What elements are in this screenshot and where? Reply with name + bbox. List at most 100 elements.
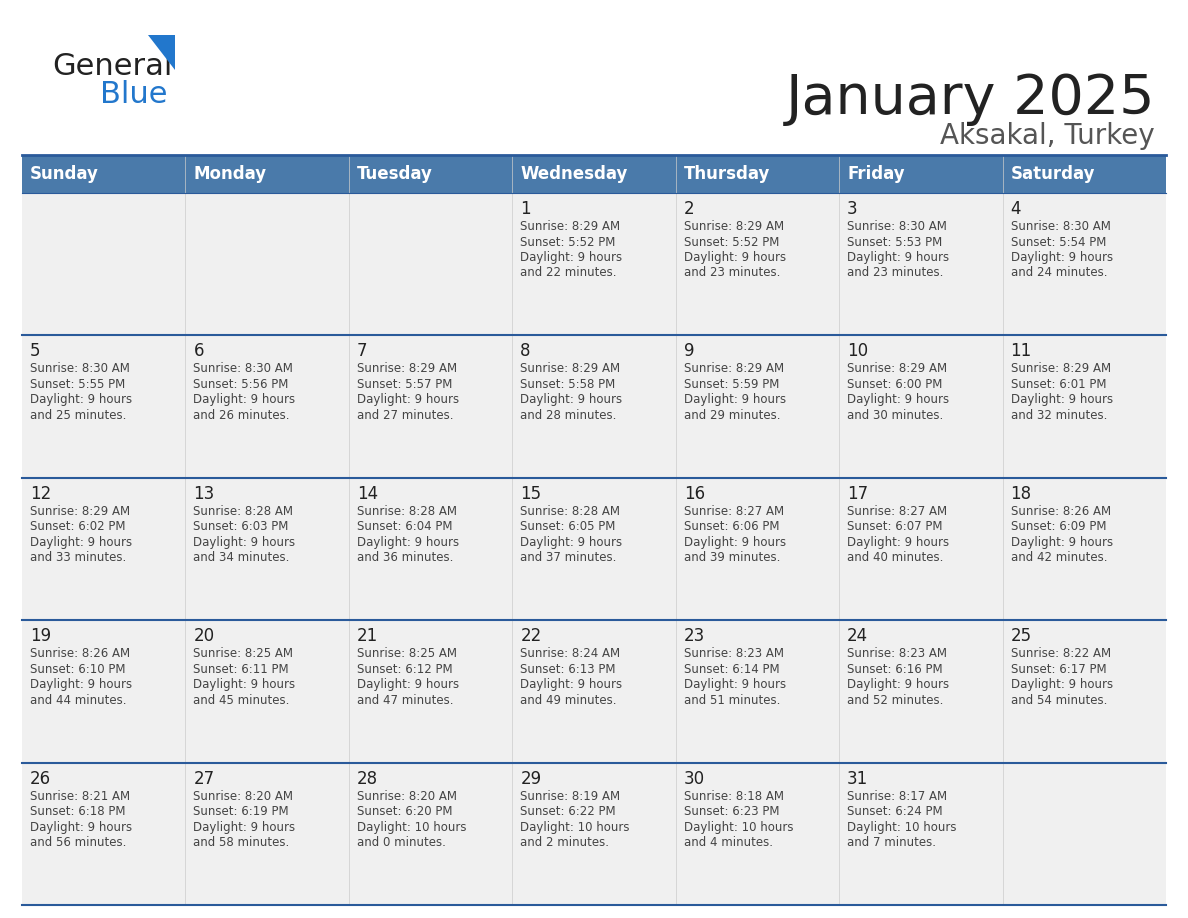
Text: Sunrise: 8:29 AM: Sunrise: 8:29 AM <box>30 505 131 518</box>
Text: Sunrise: 8:29 AM: Sunrise: 8:29 AM <box>684 363 784 375</box>
Text: 25: 25 <box>1011 627 1031 645</box>
Text: Sunset: 6:20 PM: Sunset: 6:20 PM <box>356 805 453 818</box>
Text: and 27 minutes.: and 27 minutes. <box>356 409 454 422</box>
Text: Sunrise: 8:23 AM: Sunrise: 8:23 AM <box>684 647 784 660</box>
Text: Sunrise: 8:28 AM: Sunrise: 8:28 AM <box>356 505 457 518</box>
Text: and 23 minutes.: and 23 minutes. <box>684 266 781 279</box>
Text: Daylight: 9 hours: Daylight: 9 hours <box>520 536 623 549</box>
Text: Sunset: 6:03 PM: Sunset: 6:03 PM <box>194 521 289 533</box>
Text: and 56 minutes.: and 56 minutes. <box>30 836 126 849</box>
Text: Sunrise: 8:23 AM: Sunrise: 8:23 AM <box>847 647 947 660</box>
Text: Sunrise: 8:29 AM: Sunrise: 8:29 AM <box>1011 363 1111 375</box>
Text: Sunrise: 8:28 AM: Sunrise: 8:28 AM <box>520 505 620 518</box>
Text: Sunrise: 8:25 AM: Sunrise: 8:25 AM <box>194 647 293 660</box>
Text: Daylight: 9 hours: Daylight: 9 hours <box>30 536 132 549</box>
Text: Sunrise: 8:19 AM: Sunrise: 8:19 AM <box>520 789 620 802</box>
Text: Sunrise: 8:28 AM: Sunrise: 8:28 AM <box>194 505 293 518</box>
Text: Daylight: 9 hours: Daylight: 9 hours <box>30 821 132 834</box>
Text: Sunset: 6:12 PM: Sunset: 6:12 PM <box>356 663 453 676</box>
Text: Aksakal, Turkey: Aksakal, Turkey <box>941 122 1155 150</box>
Text: 14: 14 <box>356 485 378 503</box>
Text: 7: 7 <box>356 342 367 361</box>
Text: 16: 16 <box>684 485 704 503</box>
Text: and 23 minutes.: and 23 minutes. <box>847 266 943 279</box>
Text: Daylight: 10 hours: Daylight: 10 hours <box>684 821 794 834</box>
Text: 1: 1 <box>520 200 531 218</box>
Text: Sunrise: 8:27 AM: Sunrise: 8:27 AM <box>847 505 947 518</box>
Text: Daylight: 9 hours: Daylight: 9 hours <box>194 536 296 549</box>
Text: Daylight: 9 hours: Daylight: 9 hours <box>356 678 459 691</box>
Bar <box>23 763 1165 905</box>
Text: General: General <box>52 52 172 81</box>
Text: and 7 minutes.: and 7 minutes. <box>847 836 936 849</box>
Text: 6: 6 <box>194 342 204 361</box>
Text: Sunrise: 8:20 AM: Sunrise: 8:20 AM <box>356 789 457 802</box>
Text: 26: 26 <box>30 769 51 788</box>
Text: 30: 30 <box>684 769 704 788</box>
Text: Daylight: 9 hours: Daylight: 9 hours <box>194 821 296 834</box>
Text: Blue: Blue <box>100 80 168 109</box>
Text: 15: 15 <box>520 485 542 503</box>
Text: Daylight: 9 hours: Daylight: 9 hours <box>1011 536 1113 549</box>
Text: 20: 20 <box>194 627 215 645</box>
Text: 11: 11 <box>1011 342 1032 361</box>
Text: Sunset: 5:57 PM: Sunset: 5:57 PM <box>356 378 453 391</box>
Text: Sunset: 6:02 PM: Sunset: 6:02 PM <box>30 521 126 533</box>
Text: and 2 minutes.: and 2 minutes. <box>520 836 609 849</box>
Text: January 2025: January 2025 <box>785 72 1155 126</box>
Text: Sunset: 5:55 PM: Sunset: 5:55 PM <box>30 378 125 391</box>
Text: Sunset: 6:00 PM: Sunset: 6:00 PM <box>847 378 942 391</box>
Text: and 54 minutes.: and 54 minutes. <box>1011 694 1107 707</box>
Text: Daylight: 9 hours: Daylight: 9 hours <box>684 394 785 407</box>
Text: Sunrise: 8:18 AM: Sunrise: 8:18 AM <box>684 789 784 802</box>
Text: 4: 4 <box>1011 200 1020 218</box>
Text: and 34 minutes.: and 34 minutes. <box>194 552 290 565</box>
Text: and 22 minutes.: and 22 minutes. <box>520 266 617 279</box>
Text: and 30 minutes.: and 30 minutes. <box>847 409 943 422</box>
Text: and 44 minutes.: and 44 minutes. <box>30 694 126 707</box>
Text: Sunset: 5:56 PM: Sunset: 5:56 PM <box>194 378 289 391</box>
Text: 29: 29 <box>520 769 542 788</box>
Bar <box>23 193 1165 335</box>
Text: Monday: Monday <box>194 165 266 183</box>
Text: Daylight: 10 hours: Daylight: 10 hours <box>520 821 630 834</box>
Text: and 47 minutes.: and 47 minutes. <box>356 694 454 707</box>
Text: Daylight: 9 hours: Daylight: 9 hours <box>847 678 949 691</box>
Text: Daylight: 9 hours: Daylight: 9 hours <box>356 394 459 407</box>
Text: and 49 minutes.: and 49 minutes. <box>520 694 617 707</box>
Text: and 25 minutes.: and 25 minutes. <box>30 409 126 422</box>
Text: and 33 minutes.: and 33 minutes. <box>30 552 126 565</box>
Text: Daylight: 9 hours: Daylight: 9 hours <box>1011 678 1113 691</box>
Text: Sunset: 6:07 PM: Sunset: 6:07 PM <box>847 521 942 533</box>
Text: 5: 5 <box>30 342 40 361</box>
Text: and 36 minutes.: and 36 minutes. <box>356 552 454 565</box>
Text: Sunset: 6:06 PM: Sunset: 6:06 PM <box>684 521 779 533</box>
Text: Sunset: 6:11 PM: Sunset: 6:11 PM <box>194 663 289 676</box>
Text: Sunset: 6:24 PM: Sunset: 6:24 PM <box>847 805 943 818</box>
Text: and 26 minutes.: and 26 minutes. <box>194 409 290 422</box>
Text: Daylight: 9 hours: Daylight: 9 hours <box>356 536 459 549</box>
Text: and 39 minutes.: and 39 minutes. <box>684 552 781 565</box>
Text: and 32 minutes.: and 32 minutes. <box>1011 409 1107 422</box>
Text: 19: 19 <box>30 627 51 645</box>
Text: Sunrise: 8:24 AM: Sunrise: 8:24 AM <box>520 647 620 660</box>
Bar <box>23 477 1165 621</box>
Bar <box>23 621 1165 763</box>
Text: Sunset: 6:13 PM: Sunset: 6:13 PM <box>520 663 615 676</box>
Text: Sunset: 6:18 PM: Sunset: 6:18 PM <box>30 805 126 818</box>
Text: Sunset: 6:22 PM: Sunset: 6:22 PM <box>520 805 615 818</box>
Text: and 40 minutes.: and 40 minutes. <box>847 552 943 565</box>
Text: and 45 minutes.: and 45 minutes. <box>194 694 290 707</box>
Text: Daylight: 9 hours: Daylight: 9 hours <box>684 536 785 549</box>
Text: 23: 23 <box>684 627 704 645</box>
Text: Daylight: 9 hours: Daylight: 9 hours <box>1011 394 1113 407</box>
Text: Sunset: 6:23 PM: Sunset: 6:23 PM <box>684 805 779 818</box>
Text: Daylight: 9 hours: Daylight: 9 hours <box>684 251 785 264</box>
Text: Sunrise: 8:21 AM: Sunrise: 8:21 AM <box>30 789 131 802</box>
Text: Sunrise: 8:30 AM: Sunrise: 8:30 AM <box>194 363 293 375</box>
Text: Sunrise: 8:29 AM: Sunrise: 8:29 AM <box>847 363 947 375</box>
Text: 28: 28 <box>356 769 378 788</box>
Text: 21: 21 <box>356 627 378 645</box>
Text: Daylight: 9 hours: Daylight: 9 hours <box>847 536 949 549</box>
Text: and 58 minutes.: and 58 minutes. <box>194 836 290 849</box>
